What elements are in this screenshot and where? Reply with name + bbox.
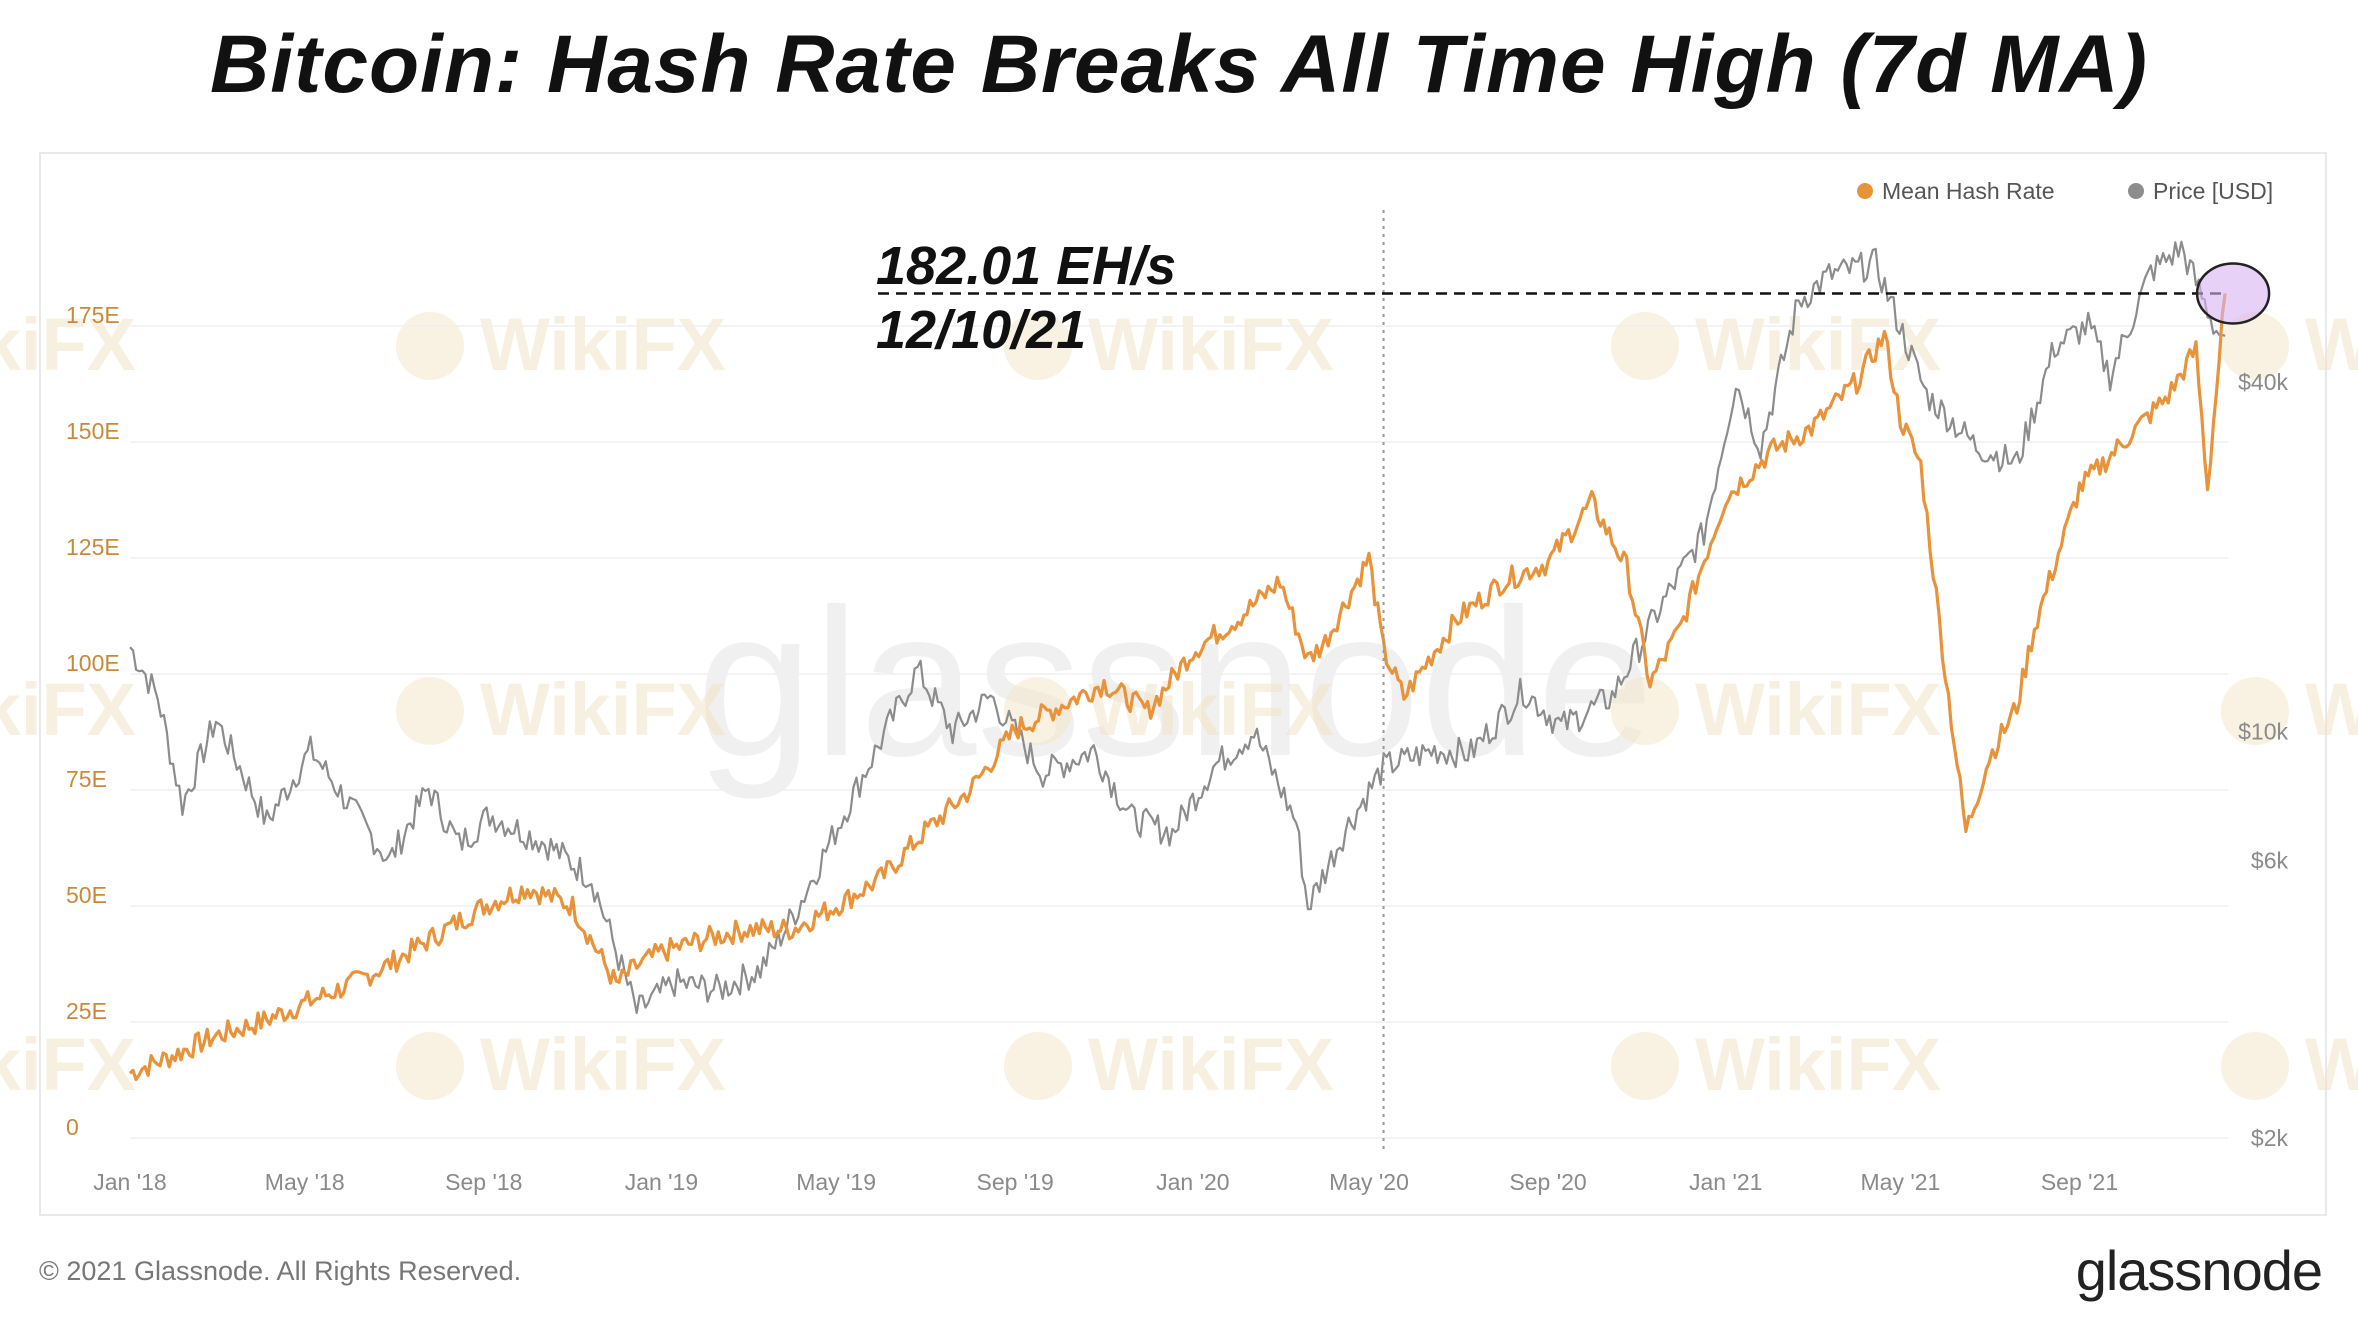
watermark-tile: WikiFX [0,668,136,751]
series-line-price [129,240,2226,1014]
legend-label-price: Price [USD] [2153,178,2273,204]
axes: 0 25E 50E 75E 100E 125E 150E 175E $2k $6k $10k $40k… [66,302,2288,1195]
x-tick-label: Jan '20 [1156,1169,1229,1195]
ath-date-label: 12/10/21 [876,300,1086,360]
watermark-tile: WikiFX [0,1023,136,1106]
x-tick-label: May '21 [1861,1169,1941,1195]
watermark-tile: WikiFX [2305,1023,2358,1106]
watermark-logo-icon [2221,1032,2289,1100]
y-right-tick-label: $10k [2238,719,2288,745]
ath-highlight-circle [2195,262,2271,325]
y-right-tick-label: $40k [2238,369,2288,395]
x-tick-label: Sep '18 [445,1169,522,1195]
x-tick-label: May '20 [1329,1169,1409,1195]
watermark-tile: WikiFX [1695,303,1941,386]
watermark-tile: WikiFX [2305,668,2358,751]
y-left-tick-label: 125E [66,534,120,560]
watermark-logo-icon [1611,312,1679,380]
x-tick-label: Sep '20 [1509,1169,1586,1195]
x-tick-label: Jan '18 [93,1169,166,1195]
series-line-hash-rate [128,293,2227,1082]
y-left-tick-label: 50E [66,882,107,908]
watermark-logo-icon [396,677,464,745]
x-tick-label: Sep '19 [977,1169,1054,1195]
legend: Mean Hash Rate Price [USD] [1857,178,2273,204]
watermark-tile: WikiFX [0,303,136,386]
y-left-tick-label: 75E [66,766,107,792]
watermark-tile: WikiFX [480,1023,726,1106]
watermark-logo-icon [1004,1032,1072,1100]
legend-swatch-hash-rate [1857,183,1873,199]
y-left-tick-label: 25E [66,998,107,1024]
watermark-layer: glassnode WikiFX WikiFX WikiFX WikiFX WikiFX… [0,303,2358,1106]
x-tick-label: Sep '21 [2041,1169,2118,1195]
legend-label-hash-rate: Mean Hash Rate [1882,178,2055,204]
watermark-tile: WikiFX [480,668,726,751]
legend-swatch-price [2128,183,2144,199]
watermark-logo-icon [2221,312,2289,380]
watermark-logo-icon [1611,1032,1679,1100]
watermark-tile: WikiFX [1088,1023,1334,1106]
glassnode-logo: glassnode [2075,1239,2323,1302]
watermark-tile: WikiFX [2305,303,2358,386]
y-left-tick-label: 100E [66,650,120,676]
watermark-tile: WikiFX [480,303,726,386]
y-right-tick-label: $2k [2251,1125,2289,1151]
footer-copyright: © 2021 Glassnode. All Rights Reserved. [39,1256,522,1286]
x-tick-label: Jan '21 [1689,1169,1762,1195]
x-tick-label: May '18 [265,1169,345,1195]
watermark-tile: WikiFX [1695,1023,1941,1106]
y-left-tick-label: 175E [66,302,120,328]
glassnode-watermark: glassnode [696,565,1653,800]
watermark-tile: WikiFX [1695,668,1941,751]
watermark-tile: WikiFX [1088,303,1334,386]
watermark-logo-icon [1004,677,1072,745]
y-left-tick-label: 150E [66,418,120,444]
y-right-tick-label: $6k [2251,848,2289,874]
y-left-tick-label: 0 [66,1114,79,1140]
watermark-logo-icon [396,1032,464,1100]
x-tick-label: Jan '19 [625,1169,698,1195]
annotation-layer: 182.01 EH/s 12/10/21 [876,210,2271,1150]
ath-value-label: 182.01 EH/s [876,236,1176,296]
grid [130,325,2228,1139]
watermark-logo-icon [396,312,464,380]
watermark-logo-icon [1004,312,1072,380]
series-layer [128,240,2227,1082]
x-tick-label: May '19 [796,1169,876,1195]
watermark-tile: WikiFX [1088,668,1334,751]
chart-title: Bitcoin: Hash Rate Breaks All Time High … [210,19,2148,110]
watermark-logo-icon [2221,677,2289,745]
watermark-logo-icon [1611,677,1679,745]
